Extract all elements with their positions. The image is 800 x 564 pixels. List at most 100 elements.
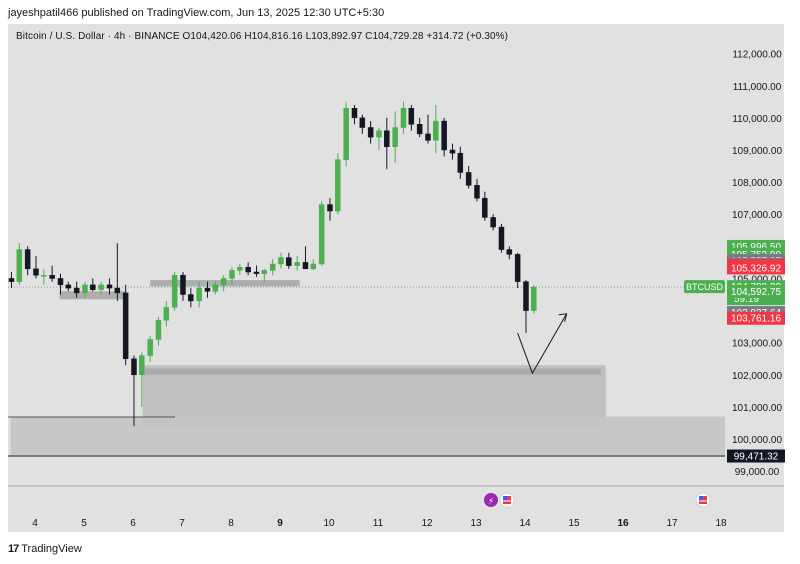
candle-up xyxy=(343,107,349,160)
y-tick-label: 111,000.00 xyxy=(733,82,782,93)
candle-down xyxy=(465,172,472,186)
candle-down xyxy=(24,249,31,270)
x-tick-label: 11 xyxy=(373,518,384,529)
candle-up xyxy=(400,107,407,128)
price-badge xyxy=(727,311,785,325)
candle-down xyxy=(449,149,456,154)
candle-up xyxy=(318,204,325,265)
y-tick-label: 99,000.00 xyxy=(735,467,780,478)
candle-down xyxy=(498,226,505,250)
lightning-glyph-icon: ⚡ xyxy=(488,497,494,507)
candle-down xyxy=(57,278,64,286)
x-tick-label: 9 xyxy=(277,518,283,529)
candle-down xyxy=(106,284,113,289)
price-badge-label: 105,996.50 xyxy=(731,242,781,253)
candle-down xyxy=(302,262,309,270)
candle-up xyxy=(147,339,153,356)
candle-up xyxy=(155,319,162,340)
candle-down xyxy=(122,292,129,359)
candle-down xyxy=(33,268,39,276)
candle-up xyxy=(261,270,268,274)
candle-up xyxy=(335,159,341,212)
candle-up xyxy=(220,278,227,286)
candle-down xyxy=(351,107,358,119)
candle-up xyxy=(278,257,284,265)
candle-up xyxy=(376,130,382,138)
zone-rect xyxy=(142,368,601,375)
y-tick-label: 102,000.00 xyxy=(732,371,782,382)
candle-down xyxy=(441,120,447,151)
x-tick-label: 14 xyxy=(519,518,531,529)
price-badge xyxy=(727,261,785,275)
candle-down xyxy=(474,185,480,199)
candle-down xyxy=(188,294,194,302)
candle-down xyxy=(8,278,15,282)
price-badge xyxy=(727,285,785,299)
lightning-event-icon xyxy=(484,493,498,507)
x-tick-label: 4 xyxy=(32,518,38,529)
tradingview-logo-icon: 17 xyxy=(8,543,19,555)
candle-up xyxy=(163,307,170,321)
candle-down xyxy=(457,152,464,173)
projection-arrow xyxy=(517,313,568,375)
x-tick-label: 17 xyxy=(666,518,678,529)
candle-up xyxy=(433,120,439,141)
price-labels: 105,996.50105,752.90105,557.37105,445.14… xyxy=(684,239,785,463)
x-tick-label: 6 xyxy=(130,518,136,529)
x-tick-label: 13 xyxy=(470,518,482,529)
candle-down xyxy=(65,284,72,289)
candle-up xyxy=(196,287,202,302)
arrow-line xyxy=(517,313,568,375)
candle-up xyxy=(98,284,104,290)
flag-canton xyxy=(699,496,703,500)
time-axis: 4 5 6 7 8 9 10 11 12 13 14 15 16 17 18 xyxy=(8,485,784,529)
candle-up xyxy=(171,274,178,308)
candle-down xyxy=(523,281,529,311)
zone-rect xyxy=(142,365,606,427)
y-tick-label: 100,000.00 xyxy=(732,435,782,446)
y-tick-label: 105,000.00 xyxy=(732,274,782,285)
x-tick-label: 7 xyxy=(179,518,185,529)
candle-down xyxy=(73,287,80,294)
candle-down xyxy=(49,274,55,279)
y-tick-label: 112,000.00 xyxy=(732,50,782,61)
price-badge-label: 105,326.92 xyxy=(731,263,781,274)
candle-down xyxy=(490,217,496,228)
candle-up xyxy=(294,262,300,266)
x-tick-label: 15 xyxy=(568,518,580,529)
candle-up xyxy=(229,270,235,279)
candle-down xyxy=(90,284,96,290)
y-tick-label: 103,000.00 xyxy=(732,339,782,350)
candle-down xyxy=(359,117,366,128)
candle-up xyxy=(139,355,145,376)
x-tick-label: 18 xyxy=(715,518,727,529)
symbol-legend: Bitcoin / U.S. Dollar · 4h · BINANCE O10… xyxy=(16,31,509,42)
publish-info: jayeshpatil466 published on TradingView.… xyxy=(8,7,385,19)
symbol-tag-label: BTCUSD xyxy=(686,282,724,292)
flag-canton xyxy=(503,496,507,500)
y-tick-label: 110,000.00 xyxy=(732,114,782,125)
candle-up xyxy=(269,263,276,271)
zone-rect xyxy=(59,291,126,300)
candle-down xyxy=(416,124,423,135)
x-tick-label: 8 xyxy=(228,518,234,529)
x-tick-label: 10 xyxy=(323,518,335,529)
candle-down xyxy=(131,358,137,376)
candle-up xyxy=(212,284,219,292)
y-tick-label: 109,000.00 xyxy=(732,146,782,157)
footer: 17 TradingView xyxy=(8,543,82,555)
candle-down xyxy=(384,130,390,148)
candle-up xyxy=(82,284,88,294)
y-tick-label: 101,000.00 xyxy=(732,403,782,414)
candle-down xyxy=(408,107,415,125)
candle-up xyxy=(16,249,23,282)
candle-down xyxy=(180,274,186,295)
candle-up xyxy=(531,286,537,311)
candle-down xyxy=(245,266,251,273)
candle-down xyxy=(253,271,260,274)
countdown-label: 59:19 xyxy=(734,294,759,305)
price-badge-label: 104,592.75 xyxy=(731,287,781,298)
candle-down xyxy=(327,204,333,212)
supply-demand-zones xyxy=(8,280,725,457)
